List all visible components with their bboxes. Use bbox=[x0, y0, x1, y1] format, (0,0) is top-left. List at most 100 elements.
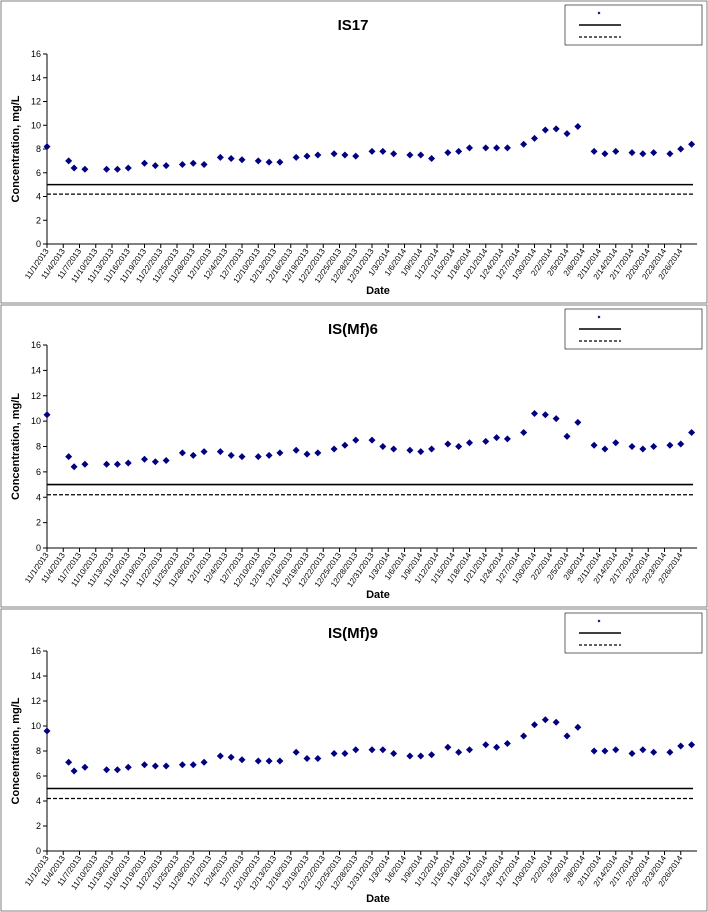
y-tick-label: 0 bbox=[36, 239, 41, 249]
data-point bbox=[650, 443, 658, 450]
data-point bbox=[265, 158, 273, 166]
data-point bbox=[503, 435, 511, 443]
data-point bbox=[666, 150, 674, 158]
data-point bbox=[151, 762, 159, 770]
y-tick-label: 14 bbox=[31, 73, 41, 83]
data-point bbox=[141, 159, 148, 167]
data-point bbox=[70, 767, 78, 775]
y-tick-label: 0 bbox=[36, 846, 41, 856]
y-tick-label: 6 bbox=[36, 467, 41, 477]
data-point bbox=[103, 165, 111, 173]
data-point bbox=[227, 753, 235, 761]
data-point bbox=[141, 761, 148, 769]
chart-title: IS(Mf)6 bbox=[328, 321, 378, 338]
legend-marker-diamond bbox=[597, 619, 601, 623]
data-point bbox=[303, 755, 311, 762]
data-point bbox=[292, 748, 300, 756]
data-point bbox=[590, 747, 598, 755]
data-point bbox=[162, 762, 170, 770]
data-point bbox=[666, 441, 674, 449]
panel-frame bbox=[0, 608, 708, 912]
legend-marker-diamond bbox=[597, 315, 601, 319]
data-point bbox=[428, 155, 436, 162]
data-point bbox=[563, 130, 571, 138]
data-point bbox=[520, 140, 528, 148]
data-point bbox=[688, 429, 696, 437]
data-point bbox=[70, 463, 78, 471]
data-point bbox=[466, 439, 473, 447]
legend-marker-diamond bbox=[597, 11, 601, 15]
data-point bbox=[124, 763, 132, 771]
data-point bbox=[531, 721, 538, 729]
y-tick-label: 2 bbox=[36, 518, 41, 528]
data-point bbox=[628, 443, 636, 450]
data-point bbox=[601, 445, 609, 453]
data-point bbox=[254, 453, 262, 461]
data-point bbox=[466, 144, 473, 152]
data-point bbox=[341, 750, 349, 757]
data-point bbox=[276, 158, 284, 166]
y-tick-label: 0 bbox=[36, 543, 41, 553]
data-point bbox=[265, 451, 273, 459]
y-tick-label: 10 bbox=[31, 416, 41, 426]
data-point bbox=[541, 126, 549, 134]
data-point bbox=[189, 451, 197, 459]
data-point bbox=[639, 445, 647, 453]
data-point bbox=[493, 434, 501, 442]
data-point bbox=[352, 746, 360, 754]
data-point bbox=[417, 151, 425, 159]
y-tick-label: 8 bbox=[36, 144, 41, 154]
chart-legend bbox=[564, 612, 703, 654]
data-point bbox=[216, 752, 224, 760]
data-point bbox=[639, 746, 647, 754]
data-point bbox=[574, 723, 582, 731]
y-tick-label: 6 bbox=[36, 771, 41, 781]
data-point bbox=[455, 443, 463, 450]
data-point bbox=[265, 757, 273, 765]
data-point bbox=[103, 460, 111, 468]
y-tick-label: 8 bbox=[36, 746, 41, 756]
data-point bbox=[227, 155, 235, 162]
data-point bbox=[200, 448, 208, 456]
data-point bbox=[390, 750, 398, 757]
data-point bbox=[563, 732, 571, 740]
data-point bbox=[417, 448, 425, 456]
y-tick-label: 16 bbox=[31, 49, 41, 59]
y-tick-label: 2 bbox=[36, 215, 41, 225]
data-point bbox=[455, 147, 463, 155]
data-point bbox=[81, 460, 89, 468]
data-point bbox=[200, 160, 208, 168]
data-point bbox=[330, 445, 338, 453]
data-point bbox=[330, 750, 338, 757]
data-point bbox=[238, 156, 246, 164]
data-point bbox=[531, 410, 538, 418]
data-point bbox=[417, 752, 425, 760]
data-point bbox=[330, 150, 338, 158]
x-axis-label: Date bbox=[366, 285, 390, 297]
data-point bbox=[493, 144, 501, 152]
data-point bbox=[552, 718, 560, 726]
chart-title: IS(Mf)9 bbox=[328, 625, 378, 642]
chart-legend bbox=[564, 308, 703, 350]
y-tick-label: 12 bbox=[31, 391, 41, 401]
y-tick-label: 6 bbox=[36, 168, 41, 178]
data-point bbox=[541, 411, 549, 419]
data-point bbox=[151, 458, 159, 466]
data-point bbox=[292, 446, 300, 454]
panel-frame bbox=[0, 304, 708, 608]
data-point bbox=[612, 746, 620, 754]
x-axis-label: Date bbox=[366, 589, 390, 601]
data-point bbox=[493, 743, 501, 751]
data-point bbox=[352, 152, 360, 160]
data-point bbox=[677, 742, 685, 750]
data-point bbox=[650, 149, 658, 157]
data-point bbox=[216, 153, 224, 161]
data-point bbox=[368, 147, 376, 155]
data-point bbox=[379, 746, 387, 754]
data-point bbox=[552, 125, 560, 133]
data-point bbox=[688, 140, 696, 148]
data-point bbox=[639, 150, 647, 158]
data-point bbox=[390, 445, 398, 453]
